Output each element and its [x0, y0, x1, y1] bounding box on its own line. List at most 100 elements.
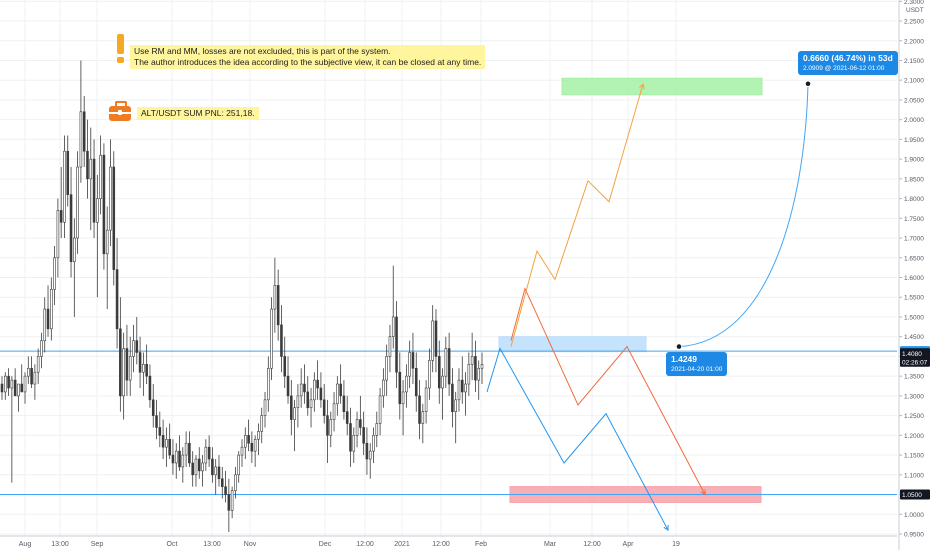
orange-scenario-arrowhead [639, 83, 645, 90]
candle-body [194, 458, 198, 476]
candle-body [257, 431, 260, 440]
candle-body [184, 442, 188, 456]
candle-body [464, 383, 467, 393]
candle-body [460, 379, 464, 393]
y-tick-label: 2.1500 [904, 58, 924, 65]
candle-body [89, 158, 93, 180]
candle-body [385, 356, 388, 381]
y-tick-label: 1.9000 [904, 157, 924, 164]
price-label-box [900, 489, 930, 500]
candle-body [467, 364, 471, 385]
candle-body [247, 435, 250, 444]
candle-body [411, 352, 415, 369]
disclaimer-line: The author introduces the idea according… [134, 57, 482, 67]
candle-body [138, 352, 142, 373]
candle-body [40, 340, 43, 357]
candle-body [365, 442, 369, 460]
candle-body [230, 490, 234, 511]
y-tick-label: 1.5000 [904, 314, 924, 321]
candle-body [273, 285, 277, 310]
x-tick-label: Mar [544, 541, 557, 548]
candle-body [17, 383, 20, 397]
x-tick-label: 13:00 [203, 541, 221, 548]
x-tick-label: Apr [623, 541, 635, 548]
target-zone [561, 77, 763, 96]
candle-body [128, 356, 132, 381]
candle-body [125, 348, 129, 381]
y-tick-label: 1.8000 [904, 196, 924, 203]
candle-body [56, 210, 60, 259]
candle-body [211, 458, 214, 476]
candle-body [214, 466, 217, 476]
x-tick-label: 13:00 [51, 541, 69, 548]
candle-body [82, 111, 86, 152]
candle-body [244, 435, 247, 448]
candle-body [283, 356, 287, 377]
candle-body [148, 375, 152, 401]
candle-body [296, 395, 300, 409]
candle-body [457, 379, 461, 401]
candle-body [178, 450, 181, 468]
candle-body [96, 198, 99, 223]
candle-body [313, 379, 316, 401]
candle-body [306, 391, 310, 409]
x-tick-label: Dec [319, 541, 332, 548]
candle-body [319, 387, 323, 401]
candle-body [299, 383, 303, 397]
candle-body [69, 194, 73, 263]
candle-body [224, 486, 227, 495]
candle-body [79, 111, 83, 168]
candle-body [276, 285, 280, 326]
candle-body [329, 419, 333, 436]
candle-body [339, 383, 342, 397]
candle-body [86, 150, 89, 180]
candle-body [171, 454, 175, 464]
candle-body [372, 435, 375, 452]
candle-body [119, 328, 122, 397]
candle-body [441, 375, 444, 389]
candle-body [444, 348, 448, 377]
candle-body [132, 340, 135, 357]
candle-body [388, 336, 392, 357]
projection-arc-path [678, 83, 809, 348]
disclaimer-line: Use RM and MM, losses are not excluded, … [134, 46, 391, 56]
blue-scenario-arrowhead [663, 525, 669, 531]
pnl-text: ALT/USDT SUM PNL: 251,18. [141, 108, 255, 118]
price-label-text: 1.0500 [902, 492, 922, 499]
disclaimer-note: Use RM and MM, losses are not excluded, … [130, 45, 486, 69]
candle-body [270, 308, 273, 369]
target-projection-label: 0.6660 (46.74%) in 53d 2.0909 @ 2021-06-… [798, 51, 898, 75]
blue-scenario-path [486, 347, 669, 531]
candle-body [286, 375, 290, 397]
y-tick-label: 1.5500 [904, 295, 924, 302]
candle-body [46, 308, 50, 330]
candle-body [36, 356, 40, 373]
candle-body [290, 395, 293, 420]
y-tick-label: 0.9500 [904, 532, 924, 539]
candle-body [23, 375, 27, 393]
candle-body [263, 399, 267, 416]
y-tick-label: 1.3000 [904, 393, 924, 400]
candle-body [418, 395, 421, 424]
candle-body [267, 367, 270, 401]
x-tick-label: 12:00 [583, 541, 601, 548]
candle-body [142, 364, 145, 373]
candle-body [260, 415, 264, 432]
y-tick-label: 1.8500 [904, 176, 924, 183]
y-tick-label: 1.7500 [904, 216, 924, 223]
candle-body [99, 154, 102, 199]
candle-body [165, 438, 168, 448]
price-label-text: 1.4080 [902, 351, 922, 358]
candle-body [191, 462, 194, 476]
candle-body [359, 419, 362, 428]
candle-body [158, 427, 162, 436]
exclamation-icon [116, 34, 125, 64]
start-price-value: 1.4249 [671, 354, 697, 364]
candle-body [234, 474, 237, 491]
candle-body [322, 399, 326, 416]
price-label-box [900, 356, 930, 367]
candle-body [59, 210, 63, 223]
candle-body [155, 415, 158, 428]
candle-body [227, 494, 231, 511]
